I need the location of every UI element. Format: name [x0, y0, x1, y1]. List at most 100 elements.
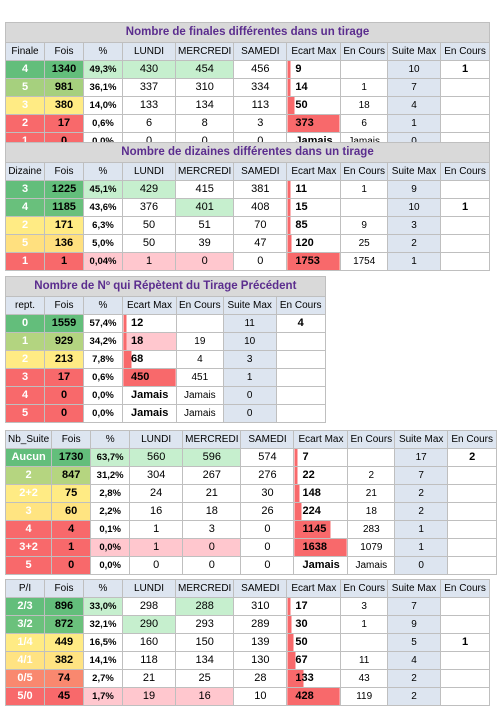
label-cell[interactable]: 1/4 [5, 633, 45, 652]
encours-cell[interactable]: 1 [340, 180, 389, 199]
lundi-cell[interactable]: 1 [122, 252, 176, 271]
column-header[interactable]: En Cours [340, 579, 389, 598]
encours-cell[interactable]: Jamais [347, 556, 396, 575]
encours-cell[interactable]: Jamais [176, 404, 224, 423]
pct-cell[interactable]: 57,4% [83, 314, 123, 333]
pct-cell[interactable]: 36,1% [83, 78, 123, 97]
encours2-cell[interactable]: 2 [447, 448, 498, 467]
column-header[interactable]: Ecart Max [286, 162, 342, 181]
fois-cell[interactable]: 136 [44, 234, 84, 253]
lundi-cell[interactable]: 1 [129, 538, 184, 557]
suite-cell[interactable]: 1 [394, 520, 449, 539]
encours2-cell[interactable] [275, 332, 326, 351]
pct-cell[interactable]: 6,3% [83, 216, 123, 235]
encours-cell[interactable] [347, 448, 396, 467]
encours2-cell[interactable] [275, 404, 326, 423]
encours2-cell[interactable] [440, 651, 491, 670]
ecart-cell[interactable]: 9 [286, 60, 342, 79]
label-cell[interactable]: Aucun [4, 448, 53, 467]
encours-cell[interactable]: 3 [340, 597, 389, 616]
ecart-cell[interactable]: 68 [122, 350, 177, 369]
suite-cell[interactable]: 1 [222, 368, 277, 387]
fois-cell[interactable]: 380 [44, 96, 84, 115]
fois-cell[interactable]: 929 [44, 332, 84, 351]
column-header[interactable]: Nb_Suite [4, 430, 53, 449]
encours-cell[interactable]: 1754 [340, 252, 389, 271]
mercredi-cell[interactable]: 267 [182, 466, 242, 485]
label-cell[interactable]: 0 [5, 314, 45, 333]
ecart-cell[interactable]: 7 [293, 448, 349, 467]
pct-cell[interactable]: 45,1% [83, 180, 123, 199]
mercredi-cell[interactable]: 596 [182, 448, 242, 467]
suite-cell[interactable]: 10 [222, 332, 277, 351]
ecart-cell[interactable]: 1638 [293, 538, 349, 557]
suite-cell[interactable]: 0 [222, 386, 277, 405]
column-header[interactable]: MERCREDI [174, 579, 235, 598]
column-header[interactable]: Fois [44, 579, 84, 598]
column-header[interactable]: SAMEDI [233, 42, 288, 61]
pct-cell[interactable]: 2,2% [90, 502, 131, 521]
samedi-cell[interactable]: 26 [240, 502, 295, 521]
lundi-cell[interactable]: 118 [122, 651, 176, 670]
mercredi-cell[interactable]: 401 [174, 198, 235, 217]
encours2-cell[interactable] [447, 520, 498, 539]
samedi-cell[interactable]: 113 [233, 96, 288, 115]
samedi-cell[interactable]: 456 [233, 60, 288, 79]
fois-cell[interactable]: 171 [44, 216, 84, 235]
lundi-cell[interactable]: 337 [122, 78, 176, 97]
label-cell[interactable]: 3 [5, 368, 45, 387]
encours-cell[interactable]: 4 [176, 350, 224, 369]
label-cell[interactable]: 2 [4, 466, 53, 485]
pct-cell[interactable]: 7,8% [83, 350, 123, 369]
lundi-cell[interactable]: 50 [122, 234, 176, 253]
encours-cell[interactable] [340, 198, 389, 217]
encours-cell[interactable]: 11 [340, 651, 389, 670]
suite-cell[interactable]: 7 [394, 466, 449, 485]
suite-cell[interactable]: 0 [222, 404, 277, 423]
encours-cell[interactable]: 19 [176, 332, 224, 351]
ecart-cell[interactable]: 133 [286, 669, 342, 688]
lundi-cell[interactable]: 160 [122, 633, 176, 652]
lundi-cell[interactable]: 24 [129, 484, 184, 503]
ecart-cell[interactable]: 1753 [286, 252, 342, 271]
samedi-cell[interactable]: 28 [233, 669, 288, 688]
mercredi-cell[interactable]: 454 [174, 60, 235, 79]
encours2-cell[interactable] [447, 556, 498, 575]
encours2-cell[interactable] [447, 484, 498, 503]
encours2-cell[interactable] [275, 350, 326, 369]
lundi-cell[interactable]: 429 [122, 180, 176, 199]
suite-cell[interactable]: 0 [394, 556, 449, 575]
lundi-cell[interactable]: 133 [122, 96, 176, 115]
pct-cell[interactable]: 2,7% [83, 669, 123, 688]
encours2-cell[interactable] [440, 669, 491, 688]
encours2-cell[interactable] [440, 180, 491, 199]
column-header[interactable]: En Cours [447, 430, 498, 449]
fois-cell[interactable]: 1 [51, 538, 92, 557]
column-header[interactable]: En Cours [440, 42, 491, 61]
lundi-cell[interactable]: 560 [129, 448, 184, 467]
column-header[interactable]: LUNDI [122, 162, 176, 181]
label-cell[interactable]: 1 [5, 332, 45, 351]
pct-cell[interactable]: 0,0% [83, 404, 123, 423]
ecart-cell[interactable]: 12 [122, 314, 177, 333]
column-header[interactable]: Ecart Max [293, 430, 349, 449]
column-header[interactable]: Dizaine [5, 162, 45, 181]
mercredi-cell[interactable]: 16 [174, 687, 235, 706]
encours-cell[interactable]: 9 [340, 216, 389, 235]
suite-cell[interactable]: 10 [387, 198, 442, 217]
encours2-cell[interactable] [440, 96, 491, 115]
column-header[interactable]: Ecart Max [286, 579, 342, 598]
samedi-cell[interactable]: 289 [233, 615, 288, 634]
pct-cell[interactable]: 31,2% [90, 466, 131, 485]
encours-cell[interactable]: 25 [340, 234, 389, 253]
mercredi-cell[interactable]: 39 [174, 234, 235, 253]
encours2-cell[interactable] [440, 78, 491, 97]
fois-cell[interactable]: 872 [44, 615, 84, 634]
label-cell[interactable]: 2 [5, 114, 45, 133]
encours-cell[interactable]: 1 [340, 78, 389, 97]
encours-cell[interactable]: 2 [347, 466, 396, 485]
suite-cell[interactable]: 9 [387, 615, 442, 634]
column-header[interactable]: En Cours [440, 579, 491, 598]
column-header[interactable]: % [83, 162, 123, 181]
ecart-cell[interactable]: Jamais [122, 386, 177, 405]
